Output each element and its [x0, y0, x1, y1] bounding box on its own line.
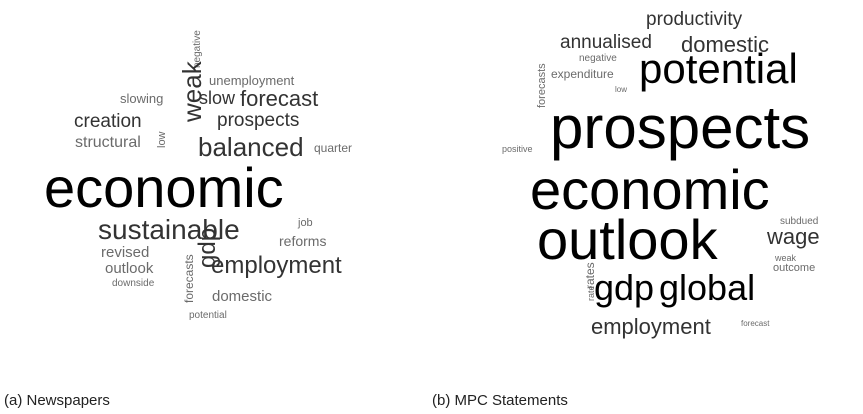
word-outcome: outcome [773, 262, 816, 274]
word-employment: employment [211, 252, 342, 279]
word-positive: positive [502, 144, 533, 154]
word-slowing: slowing [120, 91, 164, 106]
word-economic: economic [44, 156, 284, 219]
word-job: job [298, 217, 313, 229]
word-outlook: outlook [537, 208, 718, 271]
word-outlook: outlook [105, 260, 154, 277]
word-prospects: prospects [217, 110, 300, 131]
word-cloud-mpc-statements: productivity annualised domestic negative ex… [430, 0, 863, 360]
word-structural: structural [75, 134, 141, 151]
word-revised: revised [101, 244, 150, 261]
word-potential: potential [639, 45, 798, 92]
word-forecast: forecast [240, 86, 319, 111]
word-weak: weak [775, 253, 797, 263]
word-forecasts: forecasts [182, 254, 196, 303]
word-prospects: prospects [550, 94, 811, 161]
word-negative: negative [579, 53, 617, 64]
word-domestic: domestic [681, 32, 770, 57]
word-employment: employment [591, 314, 711, 339]
word-low: low [156, 131, 168, 148]
word-cloud-newspapers: negative unemployment slowing weak slow forec… [0, 0, 430, 360]
word-forecast: forecast [741, 319, 770, 328]
word-annualised: annualised [560, 32, 652, 53]
word-wage: wage [767, 224, 820, 249]
caption-mpc-statements: (b) MPC Statements [432, 392, 568, 409]
word-productivity: productivity [646, 9, 743, 30]
word-reforms: reforms [279, 233, 327, 249]
word-forecasts: forecasts [536, 63, 548, 108]
word-subdued: subdued [780, 216, 819, 227]
word-expenditure: expenditure [551, 67, 614, 81]
word-balanced: balanced [198, 132, 304, 162]
word-potential: potential [189, 310, 227, 321]
word-domestic: domestic [212, 288, 273, 305]
word-downside: downside [112, 278, 155, 289]
word-gdp: gdp [594, 267, 655, 308]
word-sustainable: sustainable [98, 214, 240, 245]
caption-newspapers: (a) Newspapers [4, 392, 110, 409]
word-economic: economic [530, 158, 770, 221]
word-global: global [659, 267, 756, 308]
word-unemployment: unemployment [209, 73, 295, 88]
word-creation: creation [74, 111, 142, 132]
word-slow: slow [199, 88, 236, 108]
word-quarter: quarter [314, 141, 353, 155]
word-low: low [615, 85, 628, 94]
